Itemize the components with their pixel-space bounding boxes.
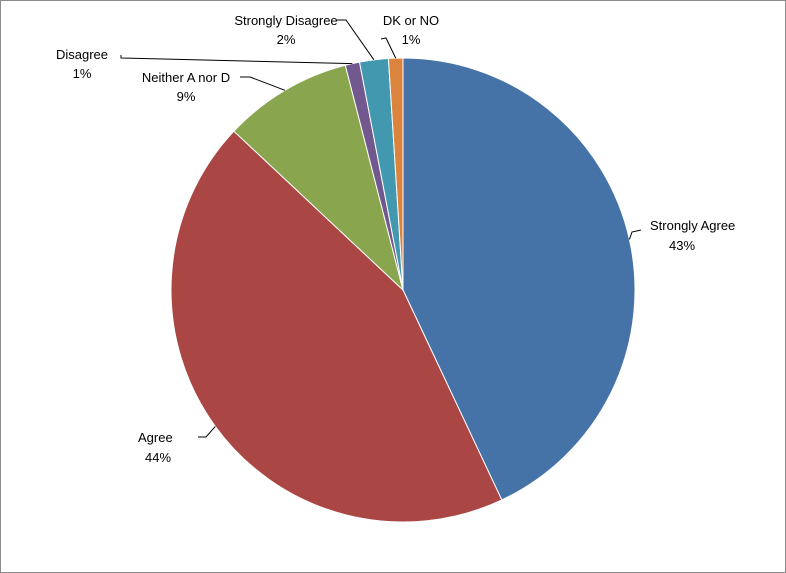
label-name-disagree: Disagree xyxy=(56,47,108,62)
label-pct-strongly-agree: 43% xyxy=(669,238,695,253)
label-pct-strongly-disagree: 2% xyxy=(277,32,296,47)
pie-slice-agree xyxy=(170,130,503,523)
leader-line-agree xyxy=(198,426,216,438)
pie-slice-dk-or-no xyxy=(387,57,404,291)
pie-slices xyxy=(170,57,636,523)
leader-line-disagree xyxy=(120,55,353,65)
label-name-neither: Neither A nor D xyxy=(142,70,230,85)
leader-line-neither-a-nor-d xyxy=(240,76,286,91)
label-pct-neither: 9% xyxy=(177,89,196,104)
label-name-agree: Agree xyxy=(138,430,173,445)
label-strongly-agree: Strongly Agree 43% xyxy=(650,218,735,253)
label-strongly-disagree: Strongly Disagree 2% xyxy=(234,13,337,47)
label-pct-dk-or-no: 1% xyxy=(402,32,421,47)
label-name-strongly-disagree: Strongly Disagree xyxy=(234,13,337,28)
label-dk-or-no: DK or NO 1% xyxy=(383,13,439,47)
leader-line-dk-or-no xyxy=(380,37,397,59)
leader-line-strongly-agree xyxy=(628,229,642,240)
leader-lines xyxy=(120,19,642,438)
leader-line-strongly-disagree xyxy=(336,19,375,61)
label-pct-disagree: 1% xyxy=(73,66,92,81)
pie-slice-neither-a-nor-d xyxy=(233,64,404,292)
label-neither: Neither A nor D 9% xyxy=(142,70,230,104)
label-agree: Agree 44% xyxy=(138,430,173,465)
label-name-strongly-agree: Strongly Agree xyxy=(650,218,735,233)
label-name-dk-or-no: DK or NO xyxy=(383,13,439,28)
label-pct-agree: 44% xyxy=(145,450,171,465)
label-disagree: Disagree 1% xyxy=(56,47,108,81)
